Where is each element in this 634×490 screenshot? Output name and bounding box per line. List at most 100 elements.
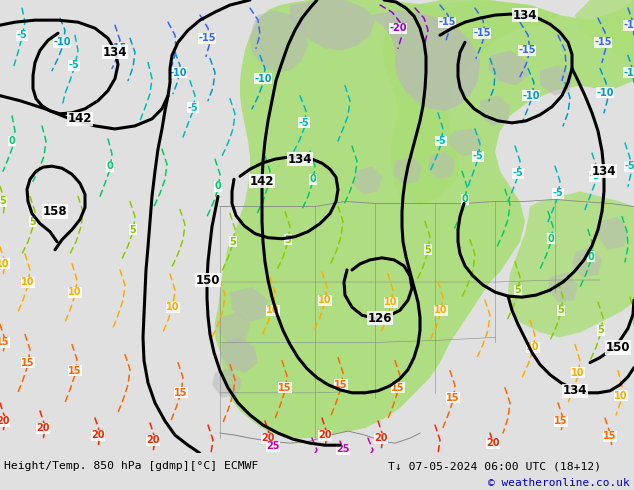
Polygon shape <box>488 50 528 86</box>
Text: -15: -15 <box>473 28 491 38</box>
Text: -15: -15 <box>594 37 612 48</box>
Polygon shape <box>540 66 572 96</box>
Text: -5: -5 <box>188 103 198 113</box>
Text: 0: 0 <box>309 174 316 184</box>
Text: 142: 142 <box>68 112 93 125</box>
Text: 10: 10 <box>318 295 332 305</box>
Polygon shape <box>393 156 422 184</box>
Text: 10: 10 <box>614 391 628 401</box>
Text: 10: 10 <box>384 297 398 307</box>
Text: -5: -5 <box>436 136 446 146</box>
Text: Height/Temp. 850 hPa [gdmp][°C] ECMWF: Height/Temp. 850 hPa [gdmp][°C] ECMWF <box>4 461 259 471</box>
Text: 0: 0 <box>462 195 469 204</box>
Text: 5: 5 <box>515 285 521 295</box>
Polygon shape <box>218 312 250 344</box>
Polygon shape <box>370 10 480 111</box>
Text: -15: -15 <box>198 33 216 43</box>
Text: 150: 150 <box>605 341 630 354</box>
Text: 15: 15 <box>446 393 460 403</box>
Text: 142: 142 <box>250 175 275 188</box>
Text: 126: 126 <box>368 312 392 325</box>
Text: -5: -5 <box>472 151 483 161</box>
Text: 25: 25 <box>336 444 350 454</box>
Text: 15: 15 <box>391 383 404 393</box>
Text: 10: 10 <box>434 305 448 315</box>
Text: 20: 20 <box>374 433 388 443</box>
Polygon shape <box>450 129 482 156</box>
Text: -5: -5 <box>553 188 564 198</box>
Text: -5: -5 <box>513 168 524 178</box>
Text: -15: -15 <box>518 46 536 55</box>
Text: 20: 20 <box>91 430 105 440</box>
Text: 134: 134 <box>288 153 313 166</box>
Text: 15: 15 <box>0 338 10 347</box>
Polygon shape <box>428 151 455 179</box>
Text: -15: -15 <box>109 43 127 53</box>
Polygon shape <box>220 338 258 373</box>
Polygon shape <box>480 96 510 126</box>
Text: -5: -5 <box>590 172 600 181</box>
Text: 0: 0 <box>548 234 554 244</box>
Text: 158: 158 <box>42 205 67 218</box>
Text: -10: -10 <box>596 88 614 98</box>
Text: 10: 10 <box>266 305 280 315</box>
Polygon shape <box>250 10 308 73</box>
Text: T↓ 07-05-2024 06:00 UTC (18+12): T↓ 07-05-2024 06:00 UTC (18+12) <box>388 461 601 471</box>
Polygon shape <box>215 0 634 438</box>
Text: 10: 10 <box>166 302 180 312</box>
Text: 0: 0 <box>107 161 113 171</box>
Text: © weatheronline.co.uk: © weatheronline.co.uk <box>488 478 630 488</box>
Text: 10: 10 <box>571 368 585 378</box>
Polygon shape <box>290 0 375 50</box>
Text: 15: 15 <box>334 380 348 390</box>
Text: 25: 25 <box>266 441 280 451</box>
Text: -15: -15 <box>438 17 456 27</box>
Text: 20: 20 <box>261 433 275 443</box>
Text: -10: -10 <box>623 68 634 77</box>
Text: 10: 10 <box>22 277 35 287</box>
Text: -20: -20 <box>389 23 407 33</box>
Polygon shape <box>382 0 560 206</box>
Text: 15: 15 <box>278 383 292 393</box>
Text: -10: -10 <box>522 91 540 100</box>
Text: 134: 134 <box>513 9 537 22</box>
Text: 20: 20 <box>146 435 160 445</box>
Text: 5: 5 <box>558 305 564 315</box>
Text: 15: 15 <box>554 416 568 426</box>
Text: -5: -5 <box>299 118 309 128</box>
Text: -10: -10 <box>254 74 272 84</box>
Text: 20: 20 <box>0 416 10 426</box>
Polygon shape <box>230 287 268 322</box>
Text: 15: 15 <box>68 366 82 376</box>
Text: 5: 5 <box>0 196 6 206</box>
Text: 0: 0 <box>588 252 595 262</box>
Text: 10: 10 <box>68 287 82 297</box>
Text: -10: -10 <box>53 37 71 48</box>
Polygon shape <box>353 166 382 195</box>
Text: 5: 5 <box>230 237 236 247</box>
Polygon shape <box>0 0 634 453</box>
Text: -5: -5 <box>68 60 79 71</box>
Text: 20: 20 <box>36 423 49 433</box>
Text: 10: 10 <box>526 343 540 352</box>
Text: 0: 0 <box>215 181 221 191</box>
Text: 15: 15 <box>603 431 617 441</box>
Text: 20: 20 <box>486 438 500 448</box>
Text: 20: 20 <box>318 430 332 440</box>
Text: 134: 134 <box>592 165 616 178</box>
Polygon shape <box>508 192 634 338</box>
Polygon shape <box>212 368 242 398</box>
Text: -10: -10 <box>169 68 187 77</box>
Polygon shape <box>598 217 628 250</box>
Polygon shape <box>575 0 634 60</box>
Text: 0: 0 <box>9 136 15 146</box>
Text: 15: 15 <box>22 358 35 368</box>
Text: 5: 5 <box>598 325 604 335</box>
Text: 134: 134 <box>103 46 127 59</box>
Text: 5: 5 <box>129 224 136 235</box>
Text: -15: -15 <box>623 20 634 30</box>
Text: 134: 134 <box>563 384 587 397</box>
Text: 5: 5 <box>425 245 431 255</box>
Text: 5: 5 <box>30 217 36 226</box>
Text: 15: 15 <box>174 388 188 398</box>
